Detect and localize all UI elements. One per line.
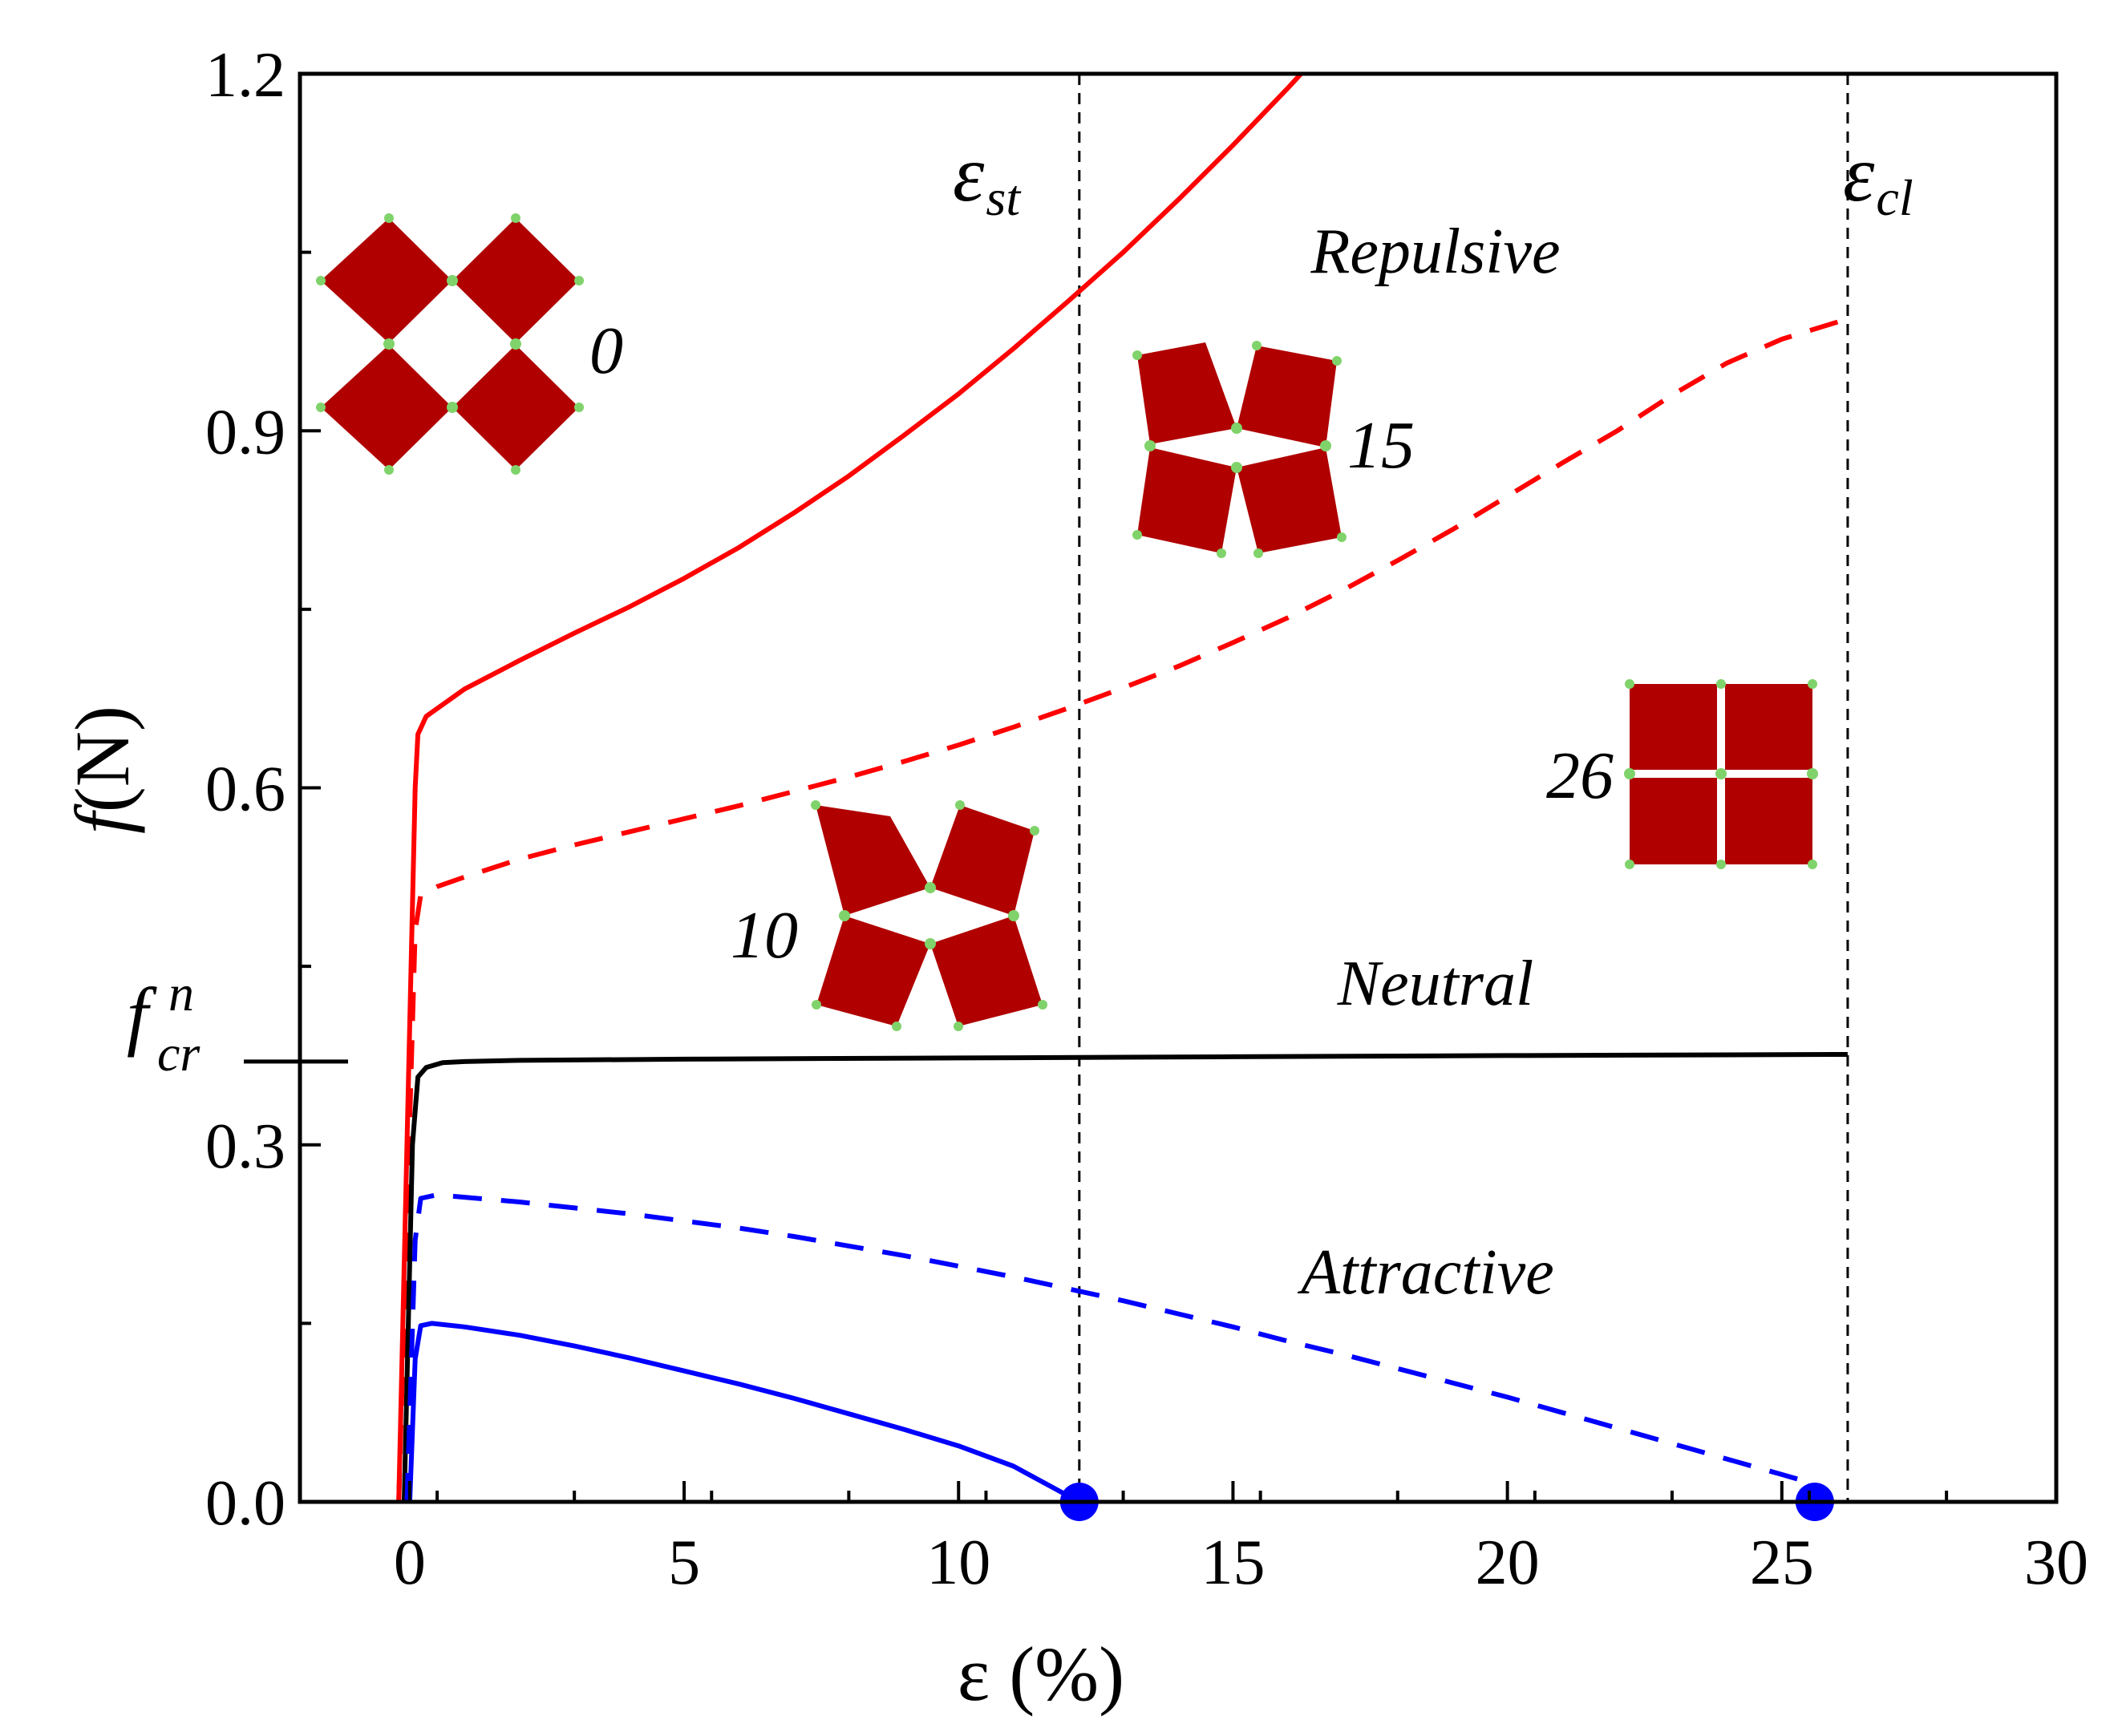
strain-limit-lines <box>1078 74 1849 1502</box>
y-tick-label: 0.9 <box>205 397 286 467</box>
series-attractive-dashed <box>404 1192 1816 1502</box>
fcr-label-sup: n <box>168 965 194 1022</box>
region-label-repulsive: Repulsive <box>1310 216 1561 287</box>
eps-cl-main: ε <box>1843 129 1875 218</box>
series-group <box>396 74 1849 1502</box>
x-tick-label: 30 <box>2024 1528 2088 1598</box>
series-repulsive-solid <box>396 74 1409 1502</box>
inset-state-15 <box>1132 341 1347 558</box>
inset-state-10 <box>811 800 1047 1031</box>
inset-label-15: 15 <box>1347 408 1415 483</box>
fcr-label-sub: cr <box>157 1025 200 1082</box>
inset-label-0: 0 <box>589 314 623 388</box>
y-tick-label: 0.3 <box>205 1111 286 1182</box>
y-tick-label: 0.6 <box>205 755 286 825</box>
y-axis-title-unit: (N) <box>59 706 145 812</box>
series-attractive-solid <box>407 1321 1081 1502</box>
inset-state-26 <box>1624 679 1818 869</box>
y-tick-label: 1.2 <box>205 40 286 111</box>
y-axis-title-text: f(N) <box>59 706 145 834</box>
x-axis-title: ε (%) <box>958 1631 1124 1717</box>
y-axis-title: f(N) <box>59 706 145 834</box>
inset-label-26: 26 <box>1546 739 1614 813</box>
x-tick-label: 20 <box>1476 1528 1540 1598</box>
x-tick-label: 0 <box>394 1528 426 1598</box>
axes-group: 0 5 10 15 20 25 30 0.0 0.3 0.6 0.9 1.2 <box>205 40 2088 1598</box>
series-repulsive-dashed <box>396 316 1849 1502</box>
structure-insets <box>316 213 1818 1031</box>
series-neutral <box>402 1052 1848 1502</box>
x-tick-label: 10 <box>926 1528 990 1598</box>
fcr-label-main: f <box>127 972 157 1058</box>
x-tick-label: 25 <box>1750 1528 1814 1598</box>
eps-cl-label: εcl <box>1843 129 1914 226</box>
region-label-attractive: Attractive <box>1297 1237 1553 1308</box>
eps-st-sub: st <box>986 169 1022 226</box>
eps-cl-sub: cl <box>1876 169 1913 226</box>
x-tick-label: 5 <box>668 1528 700 1598</box>
x-tick-label: 15 <box>1201 1528 1265 1598</box>
eps-st-label: εst <box>953 129 1022 226</box>
inset-label-10: 10 <box>731 898 798 973</box>
y-tick-label: 0.0 <box>205 1468 286 1539</box>
inset-state-0 <box>316 213 584 475</box>
region-label-neutral: Neutral <box>1337 949 1533 1019</box>
eps-st-main: ε <box>953 129 985 218</box>
